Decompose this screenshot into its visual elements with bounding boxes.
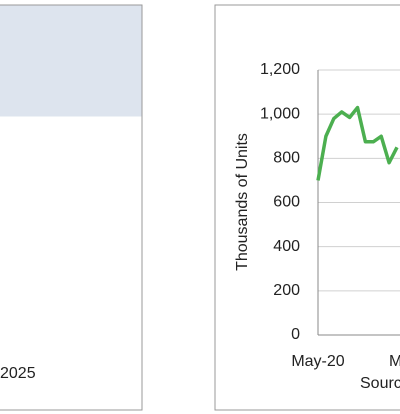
x-tick-label: M [389, 353, 400, 370]
y-tick-label: 1,200 [260, 61, 300, 78]
y-tick-label: 600 [273, 194, 300, 211]
left-panel: ) 2025 [0, 4, 143, 411]
y-tick-label: 800 [273, 150, 300, 167]
y-tick-label: 1,000 [260, 105, 300, 122]
y-tick-label: 200 [273, 282, 300, 299]
y-tick-label: 400 [273, 238, 300, 255]
data-line [316, 105, 399, 181]
panel-header [0, 5, 142, 117]
y-tick-label: 0 [291, 326, 300, 343]
y-axis-label: Thousands of Units [234, 133, 251, 271]
source-note: Sourc [360, 375, 400, 392]
x-tick-label: May-20 [291, 353, 344, 370]
chart-panel: Thousands of Units Sourc 0 200 400 600 800 1,… [214, 4, 400, 411]
panel-border [214, 4, 400, 411]
panel-text: 2025 [0, 365, 36, 382]
